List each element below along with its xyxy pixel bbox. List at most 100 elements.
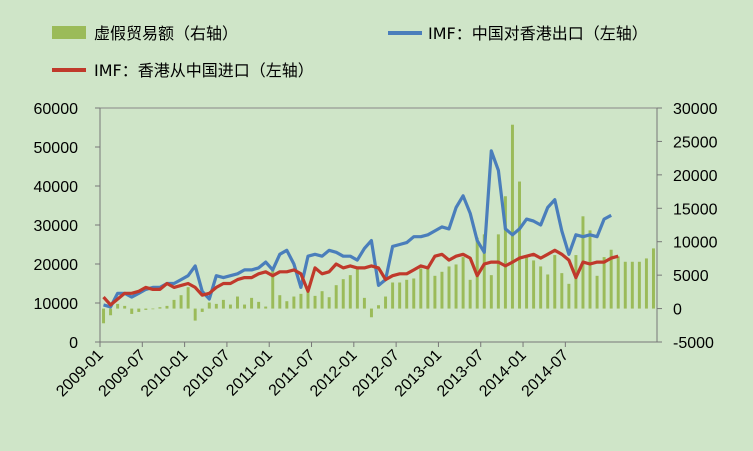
bar <box>144 308 148 310</box>
bar <box>102 308 106 324</box>
bar <box>348 275 352 309</box>
legend-label-line1: IMF：中国对香港出口（左轴） <box>428 24 648 43</box>
right-tick-label: 0 <box>673 302 682 319</box>
bar <box>433 275 437 309</box>
bar <box>250 297 254 309</box>
bar <box>496 234 500 309</box>
bar <box>264 306 268 309</box>
left-tick-label: 20000 <box>34 257 79 274</box>
right-tick-label: 25000 <box>673 134 718 151</box>
bar <box>616 256 620 309</box>
bar <box>532 260 536 309</box>
bar <box>116 303 120 309</box>
legend-swatch-bar <box>52 26 86 39</box>
bar <box>165 305 169 309</box>
bar <box>419 268 423 309</box>
bar <box>123 305 127 309</box>
bar <box>313 295 317 309</box>
legend-label-bar: 虚假贸易额（右轴） <box>94 24 238 43</box>
bar <box>391 282 395 309</box>
x-tick-label: 2010-07 <box>180 347 234 401</box>
bar <box>503 196 507 309</box>
bar <box>214 303 218 309</box>
bar <box>221 299 225 309</box>
right-tick-label: 5000 <box>673 268 709 285</box>
left-tick-label: 50000 <box>34 140 79 157</box>
bar <box>510 124 514 309</box>
bar <box>426 267 430 309</box>
x-tick-label: 2011-01 <box>223 347 276 400</box>
bar <box>454 264 458 309</box>
bar <box>567 283 571 309</box>
bar <box>362 297 366 309</box>
bar <box>236 296 239 309</box>
bar <box>151 308 155 310</box>
bar <box>644 258 648 309</box>
bar <box>553 255 557 309</box>
bar <box>320 291 324 309</box>
right-tick-label: 10000 <box>673 235 718 252</box>
bar <box>327 297 331 309</box>
bar <box>651 248 655 309</box>
bar <box>595 275 599 309</box>
bar <box>447 266 451 309</box>
bar <box>377 305 380 309</box>
bar <box>574 255 578 309</box>
legend-label-line2: IMF：香港从中国进口（左轴） <box>94 61 314 80</box>
bar <box>355 266 359 309</box>
bar <box>482 234 486 309</box>
bar <box>257 301 261 309</box>
right-tick-label: 15000 <box>673 201 718 218</box>
bar <box>306 289 310 309</box>
left-tick-label: 10000 <box>34 296 79 313</box>
bar <box>630 261 634 309</box>
bar <box>228 304 232 309</box>
bar <box>369 308 373 318</box>
bar <box>539 266 543 309</box>
bar <box>525 255 529 309</box>
bar <box>172 299 176 309</box>
bar <box>384 296 388 309</box>
bar <box>299 293 303 309</box>
series-line-hk-import <box>102 248 619 307</box>
bar <box>186 287 190 309</box>
bar <box>412 278 416 309</box>
bar <box>109 308 113 316</box>
bar <box>158 307 162 309</box>
right-tick-label: 20000 <box>673 168 718 185</box>
bar <box>637 261 641 309</box>
bar <box>518 181 521 309</box>
bar <box>398 282 402 309</box>
bar <box>560 273 564 309</box>
bar <box>546 274 550 309</box>
bar <box>468 279 472 309</box>
bar <box>271 268 275 309</box>
bar <box>278 295 282 309</box>
x-tick-label: 2014-07 <box>519 347 573 401</box>
bar <box>179 295 183 309</box>
bar <box>440 271 444 309</box>
bar <box>588 230 592 309</box>
left-tick-label: 30000 <box>34 218 79 235</box>
bar <box>602 257 606 309</box>
bar <box>130 308 134 314</box>
bar <box>193 308 197 321</box>
bar <box>341 279 345 309</box>
bar <box>405 279 409 309</box>
bar <box>243 304 247 309</box>
bar <box>137 308 141 312</box>
bar <box>489 275 493 309</box>
left-tick-label: 60000 <box>34 101 79 118</box>
bar <box>623 261 627 309</box>
bar <box>207 302 211 309</box>
bar <box>334 285 338 309</box>
bar <box>285 301 289 309</box>
left-tick-label: 0 <box>69 335 78 352</box>
bar <box>292 296 296 309</box>
series-line-china-export <box>103 149 612 309</box>
right-tick-label: 30000 <box>673 101 718 118</box>
bar <box>200 308 204 312</box>
right-tick-label: -5000 <box>673 335 714 352</box>
